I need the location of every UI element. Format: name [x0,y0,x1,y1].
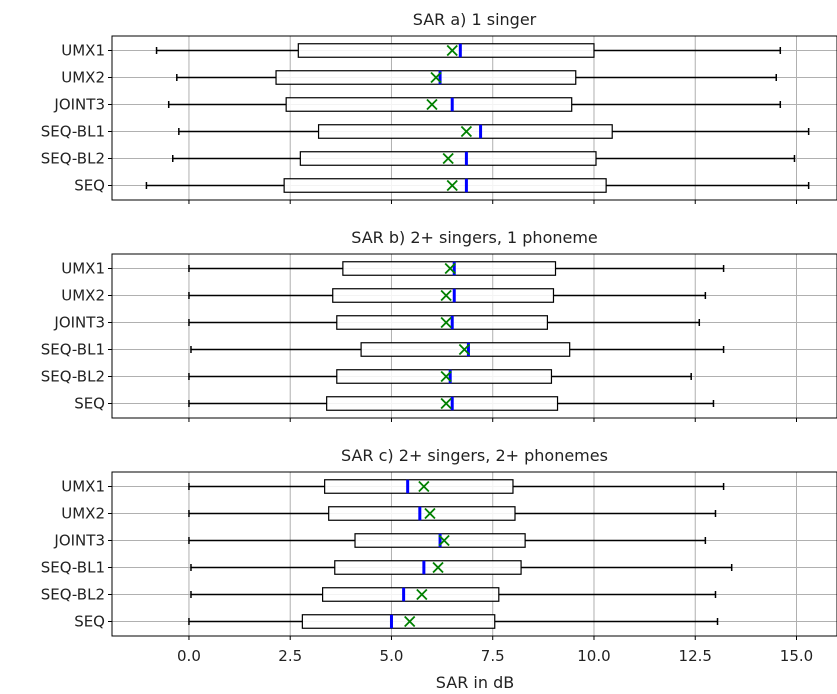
iqr-box [336,315,549,330]
mean-marker-stroke [446,44,458,57]
mean-marker [416,588,428,601]
mean-marker [446,44,458,57]
category-label: SEQ-BL1 [41,123,105,141]
category-label: SEQ-BL1 [41,559,105,577]
category-label: UMX2 [61,287,105,305]
mean-marker [460,125,473,138]
mean-marker [438,534,450,547]
panel-frame [111,253,837,419]
x-tick-label: 15.0 [780,647,813,665]
mean-marker-stroke [418,480,430,493]
iqr-box [283,178,607,193]
x-axis: 0.0 2.5 5.0 7.5 10.0 12.5 15.0 [177,647,813,665]
x-tick-label: 0.0 [177,647,201,665]
x-axis-label: SAR in dB [436,673,514,692]
mean-marker-stroke [426,98,438,111]
mean-marker [432,561,444,574]
mean-marker-stroke [424,507,436,520]
panel-title: SAR b) 2+ singers, 1 phoneme [351,228,598,247]
category-label: UMX2 [61,69,105,87]
mean-marker [426,98,438,111]
panel-frame [111,35,837,201]
mean-marker [440,397,452,410]
category-label: SEQ-BL2 [41,368,105,386]
mean-marker-stroke [440,289,452,302]
iqr-box [285,97,573,112]
x-tick-label: 7.5 [481,647,505,665]
iqr-box [326,396,559,411]
mean-marker [458,343,471,356]
panels-group: SAR a) 1 singer UMX1 UMX2 JOINT3 SEQ-BL1 SEQ-… [41,10,837,640]
mean-marker-stroke [430,71,442,84]
mean-marker [404,615,416,628]
panel-title: SAR c) 2+ singers, 2+ phonemes [341,446,608,465]
mean-marker-stroke [440,397,452,410]
mean-marker-stroke [404,615,416,628]
panel-3: SAR c) 2+ singers, 2+ phonemes UMX1 UMX2 JO… [41,446,837,640]
iqr-box [328,506,516,521]
x-tick-label: 2.5 [278,647,302,665]
category-label: JOINT3 [53,532,105,550]
mean-marker-stroke [444,262,456,275]
mean-marker [446,179,458,192]
mean-marker [424,507,436,520]
mean-marker-stroke [416,588,428,601]
category-label: SEQ [74,177,105,195]
mean-marker [440,370,452,383]
mean-marker-stroke [446,179,458,192]
category-label: UMX1 [61,42,105,60]
panel-frame [111,471,837,637]
iqr-box [275,70,577,85]
mean-marker [444,262,456,275]
category-label: SEQ [74,395,105,413]
iqr-box [301,614,496,629]
category-label: JOINT3 [53,96,105,114]
mean-marker-stroke [458,343,471,356]
mean-marker [418,480,430,493]
category-label: SEQ [74,613,105,631]
category-label: SEQ-BL2 [41,586,105,604]
category-label: UMX1 [61,260,105,278]
x-tick-label: 10.0 [577,647,610,665]
panel-title: SAR a) 1 singer [413,10,537,29]
mean-marker-stroke [440,370,452,383]
category-label: SEQ-BL2 [41,150,105,168]
iqr-box [297,43,595,58]
category-label: SEQ-BL1 [41,341,105,359]
category-label: UMX2 [61,505,105,523]
mean-marker [440,289,452,302]
mean-marker-stroke [440,316,452,329]
iqr-box [322,587,500,602]
mean-marker [440,316,452,329]
panel-1: SAR a) 1 singer UMX1 UMX2 JOINT3 SEQ-BL1 SEQ-… [41,10,837,204]
x-tick-label: 5.0 [380,647,404,665]
category-label: JOINT3 [53,314,105,332]
iqr-box [332,288,555,303]
mean-marker-stroke [432,561,444,574]
iqr-box [336,369,553,384]
x-tick-label: 12.5 [679,647,712,665]
mean-marker [430,71,442,84]
mean-marker-stroke [442,152,454,165]
iqr-box [324,479,514,494]
iqr-box [334,560,522,575]
mean-marker-stroke [438,534,450,547]
panel-2: SAR b) 2+ singers, 1 phoneme UMX1 UMX2 JOIN… [41,228,837,422]
mean-marker [442,152,454,165]
mean-marker-stroke [460,125,473,138]
category-label: UMX1 [61,478,105,496]
